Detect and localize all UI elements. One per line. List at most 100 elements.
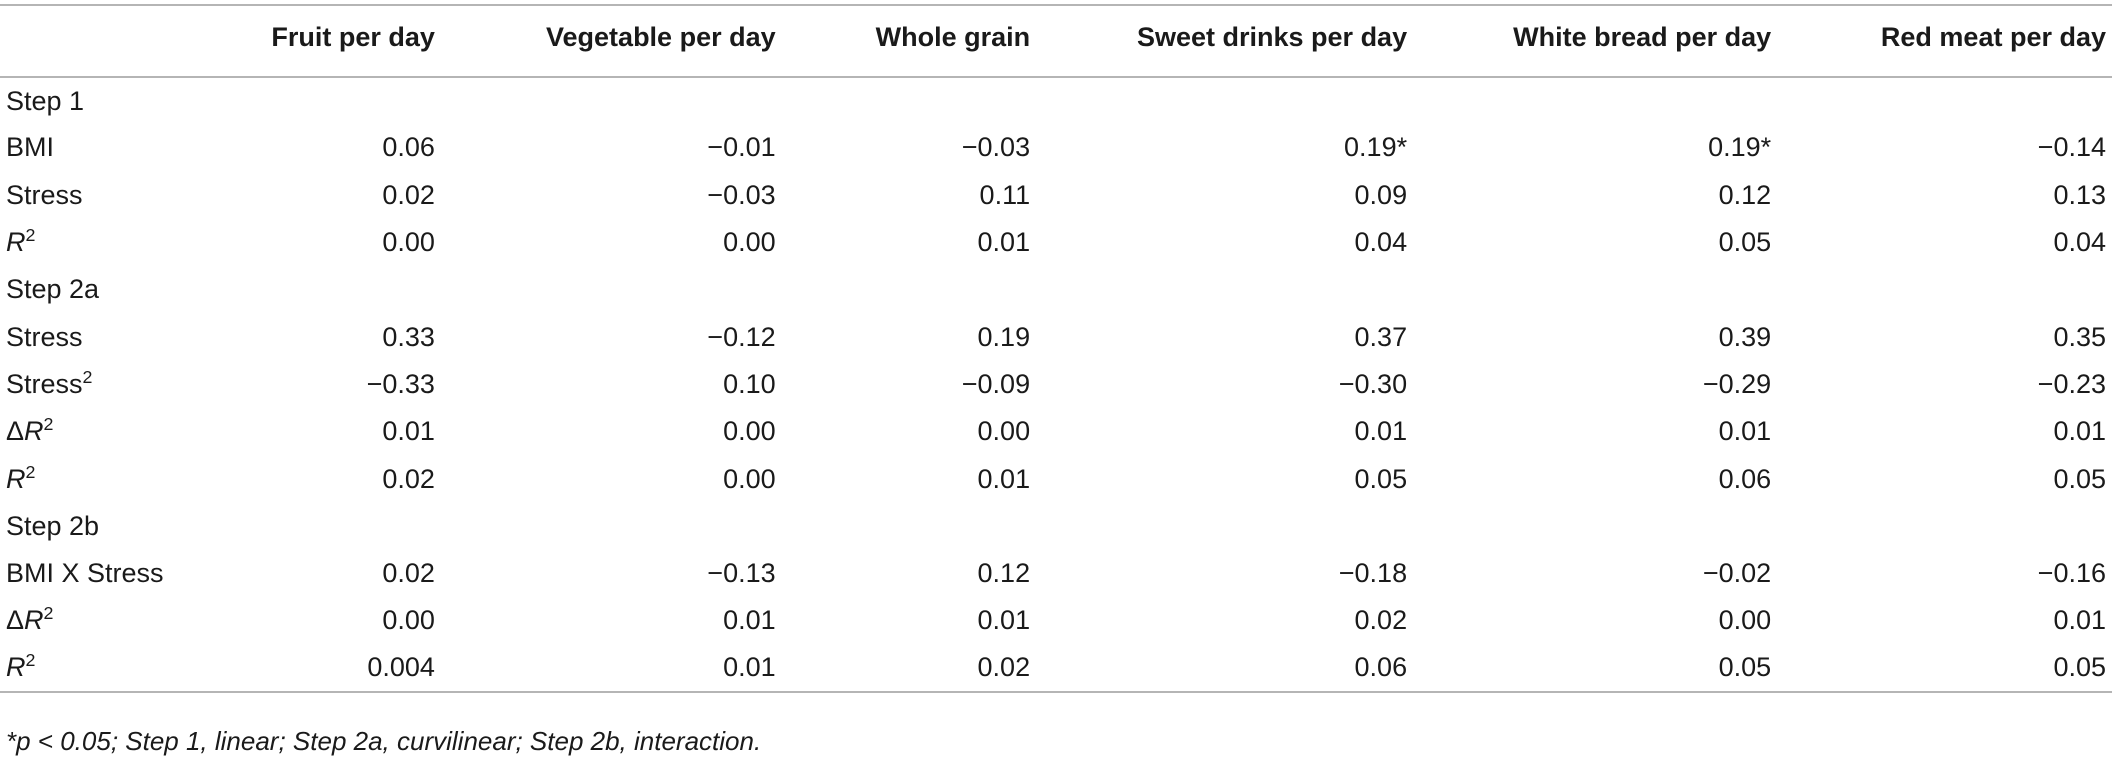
cell: 0.02 <box>781 644 1037 693</box>
row-label-r-squared: R2 <box>0 219 204 266</box>
label-italic: R <box>6 652 26 683</box>
label-superscript: 2 <box>82 367 93 388</box>
row-label-r-squared: R2 <box>0 644 204 693</box>
cell: 0.00 <box>723 227 776 258</box>
table-row: Stress 0.02 −0.03 0.11 0.09 0.12 0.13 <box>0 172 2112 219</box>
label-superscript: 2 <box>43 603 54 624</box>
label-italic: R <box>24 416 44 447</box>
cell <box>204 77 441 124</box>
cell: −0.33 <box>366 368 435 399</box>
cell: 0.01 <box>977 227 1031 258</box>
cell: 0.05 <box>1777 644 2112 693</box>
cell: 0.05 <box>1718 227 1772 258</box>
cell: −0.29 <box>1702 368 1772 399</box>
col-header-sweet-drinks: Sweet drinks per day <box>1036 4 1414 78</box>
cell: 0.01 <box>1718 416 1772 447</box>
row-label: BMI <box>6 132 55 163</box>
row-label: Stress <box>6 179 83 210</box>
row-label-r-squared: R2 <box>0 455 204 502</box>
row-label: BMI X Stress <box>6 558 164 589</box>
cell: −0.23 <box>2037 368 2106 399</box>
label-superscript: 2 <box>25 650 36 671</box>
label-superscript: 2 <box>43 414 54 435</box>
row-label: Step 2a <box>6 274 100 305</box>
cell: 0.19 <box>977 321 1031 352</box>
cell: 0.35 <box>2053 321 2106 352</box>
cell: −0.14 <box>2037 132 2106 163</box>
cell: 0.01 <box>2053 416 2106 447</box>
row-label: Step 2b <box>6 510 100 541</box>
col-header-blank <box>0 4 204 78</box>
cell <box>1413 503 1777 550</box>
row-label: Step 1 <box>6 85 85 116</box>
cell: 0.01 <box>440 644 782 693</box>
cell: 0.06 <box>1718 463 1772 494</box>
cell: −0.12 <box>707 321 776 352</box>
cell: 0.12 <box>977 558 1031 589</box>
col-header-fruit: Fruit per day <box>203 4 441 78</box>
table-row: Step 2a <box>0 266 2112 313</box>
label-prefix: Δ <box>6 416 25 447</box>
cell <box>1777 503 2112 550</box>
table-row: BMI 0.06 −0.01 −0.03 0.19* 0.19* −0.14 <box>0 124 2112 171</box>
cell: 0.00 <box>1718 605 1772 636</box>
row-label-delta-r-squared: ΔR2 <box>0 408 204 455</box>
cell: 0.02 <box>382 463 435 494</box>
cell: 0.04 <box>2053 227 2106 258</box>
cell <box>1777 77 2112 124</box>
cell: 0.04 <box>1354 227 1408 258</box>
cell <box>1777 266 2112 313</box>
cell: 0.19* <box>1708 132 1772 163</box>
col-header-vegetable: Vegetable per day <box>440 4 782 78</box>
cell: 0.01 <box>1354 416 1408 447</box>
cell: 0.39 <box>1718 321 1772 352</box>
table-row: Step 1 <box>0 77 2112 124</box>
cell: −0.18 <box>1338 558 1408 589</box>
cell: −0.16 <box>2037 558 2106 589</box>
cell: −0.09 <box>961 368 1031 399</box>
table-row: ΔR2 0.00 0.01 0.01 0.02 0.00 0.01 <box>0 597 2112 644</box>
table-row: Stress2 −0.33 0.10 −0.09 −0.30 −0.29 −0.… <box>0 361 2112 408</box>
cell: 0.02 <box>382 558 435 589</box>
cell <box>782 266 1036 313</box>
label-italic: R <box>6 463 26 494</box>
cell <box>204 266 441 313</box>
table-row: ΔR2 0.01 0.00 0.00 0.01 0.01 0.01 <box>0 408 2112 455</box>
cell: 0.01 <box>2053 605 2106 636</box>
cell: 0.05 <box>1413 644 1778 693</box>
cell <box>782 77 1036 124</box>
cell: 0.10 <box>723 368 776 399</box>
col-header-whole-grain: Whole grain <box>781 4 1037 78</box>
cell <box>1413 266 1777 313</box>
table-row: Stress 0.33 −0.12 0.19 0.37 0.39 0.35 <box>0 313 2112 360</box>
table-row: BMI X Stress 0.02 −0.13 0.12 −0.18 −0.02… <box>0 550 2112 597</box>
table-row: R2 0.02 0.00 0.01 0.05 0.06 0.05 <box>0 455 2112 502</box>
cell: 0.09 <box>1354 179 1408 210</box>
row-label: Stress <box>6 321 83 352</box>
cell: 0.12 <box>1718 179 1772 210</box>
cell: 0.06 <box>382 132 435 163</box>
cell: −0.03 <box>961 132 1031 163</box>
label-superscript: 2 <box>25 461 36 482</box>
cell <box>1036 77 1413 124</box>
row-label-stress-squared: Stress2 <box>0 361 204 408</box>
cell: 0.01 <box>723 605 776 636</box>
cell: −0.01 <box>707 132 776 163</box>
cell: 0.33 <box>382 321 435 352</box>
cell: 0.00 <box>382 605 435 636</box>
cell <box>441 77 782 124</box>
label-prefix: Stress <box>6 368 83 399</box>
cell: 0.01 <box>977 605 1031 636</box>
cell: 0.13 <box>2053 179 2106 210</box>
col-header-white-bread: White bread per day <box>1413 4 1778 78</box>
cell: 0.00 <box>977 416 1031 447</box>
cell <box>1036 503 1413 550</box>
cell: 0.00 <box>723 463 776 494</box>
label-italic: R <box>6 227 26 258</box>
cell <box>782 503 1036 550</box>
label-superscript: 2 <box>25 225 36 246</box>
label-prefix: Δ <box>6 605 25 636</box>
table-footnote: *p < 0.05; Step 1, linear; Step 2a, curv… <box>6 726 762 756</box>
cell: 0.01 <box>977 463 1031 494</box>
